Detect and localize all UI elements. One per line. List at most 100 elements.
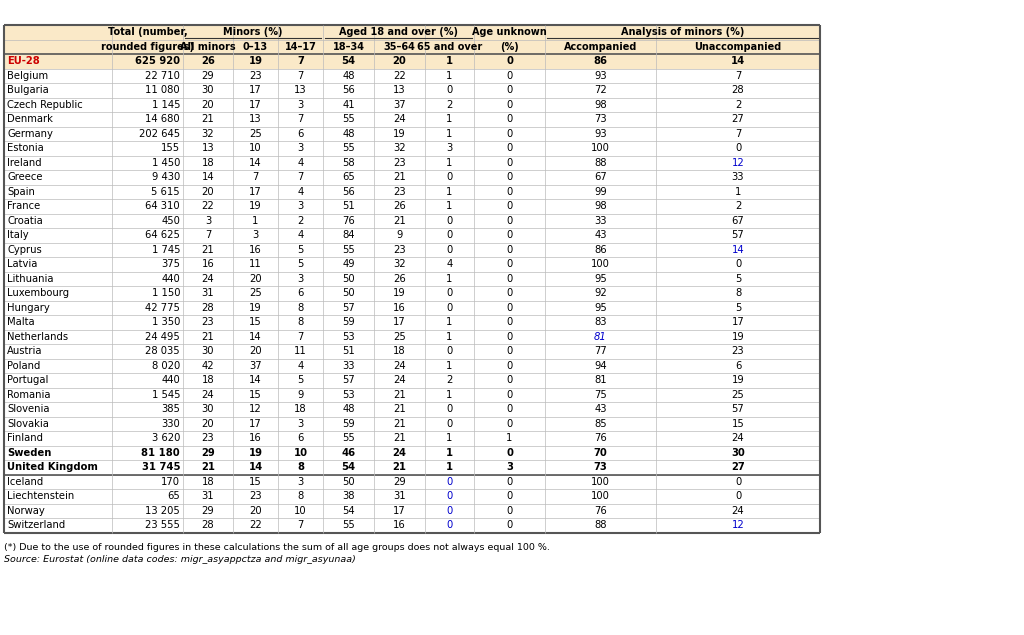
Text: 13: 13 <box>294 85 307 95</box>
Text: 23: 23 <box>202 433 214 443</box>
Text: 10: 10 <box>294 505 307 516</box>
Bar <box>4 417 820 431</box>
Bar <box>4 243 820 257</box>
Text: 1: 1 <box>446 361 453 371</box>
Text: 4: 4 <box>297 157 304 168</box>
Text: 100: 100 <box>591 477 610 487</box>
Text: Norway: Norway <box>7 505 45 516</box>
Text: Switzerland: Switzerland <box>7 520 66 530</box>
Text: Unaccompanied: Unaccompanied <box>694 42 781 51</box>
Text: 17: 17 <box>393 505 406 516</box>
Text: Analysis of minors (%): Analysis of minors (%) <box>621 27 744 37</box>
Text: 0: 0 <box>507 346 513 356</box>
Text: 33: 33 <box>342 361 354 371</box>
Text: 19: 19 <box>731 375 744 385</box>
Text: 0: 0 <box>446 505 453 516</box>
Text: 24: 24 <box>202 390 214 400</box>
Text: 93: 93 <box>594 129 607 139</box>
Text: 5 615: 5 615 <box>152 187 180 197</box>
Text: 0: 0 <box>507 216 513 226</box>
Text: 76: 76 <box>342 216 355 226</box>
Text: 0: 0 <box>446 491 453 501</box>
Bar <box>4 300 820 315</box>
Text: 14: 14 <box>249 331 262 342</box>
Text: 31: 31 <box>393 491 406 501</box>
Text: 23: 23 <box>732 346 744 356</box>
Text: 35–64: 35–64 <box>384 42 416 51</box>
Text: 0: 0 <box>507 505 513 516</box>
Text: 0: 0 <box>446 216 453 226</box>
Text: 0: 0 <box>507 100 513 110</box>
Text: 170: 170 <box>161 477 180 487</box>
Text: 0: 0 <box>507 129 513 139</box>
Text: 4: 4 <box>297 231 304 240</box>
Text: Finland: Finland <box>7 433 43 443</box>
Text: 0: 0 <box>446 244 453 255</box>
Text: 18: 18 <box>202 157 214 168</box>
Text: 0: 0 <box>507 477 513 487</box>
Text: 49: 49 <box>342 259 354 269</box>
Bar <box>4 330 820 344</box>
Text: 202 645: 202 645 <box>139 129 180 139</box>
Text: 6: 6 <box>297 433 304 443</box>
Bar <box>4 315 820 330</box>
Text: 3: 3 <box>297 201 304 211</box>
Text: 21: 21 <box>202 331 214 342</box>
Bar <box>4 272 820 286</box>
Text: 98: 98 <box>594 100 607 110</box>
Text: 48: 48 <box>342 70 354 81</box>
Text: 53: 53 <box>342 331 354 342</box>
Bar <box>4 359 820 373</box>
Text: Cyprus: Cyprus <box>7 244 42 255</box>
Bar <box>4 112 820 126</box>
Text: 0: 0 <box>507 520 513 530</box>
Text: 24: 24 <box>393 114 406 124</box>
Text: 57: 57 <box>342 303 355 313</box>
Text: Luxembourg: Luxembourg <box>7 288 70 298</box>
Text: 14: 14 <box>202 172 214 182</box>
Text: 24: 24 <box>393 375 406 385</box>
Text: 31: 31 <box>202 288 214 298</box>
Text: 8: 8 <box>735 288 741 298</box>
Text: 3: 3 <box>297 477 304 487</box>
Text: Portugal: Portugal <box>7 375 48 385</box>
Text: 385: 385 <box>161 404 180 414</box>
Text: 0: 0 <box>507 231 513 240</box>
Text: Malta: Malta <box>7 318 35 327</box>
Text: 23: 23 <box>249 491 262 501</box>
Text: 625 920: 625 920 <box>135 57 180 66</box>
Text: 1: 1 <box>735 187 741 197</box>
Text: 51: 51 <box>342 346 355 356</box>
Text: 46: 46 <box>341 448 355 458</box>
Text: 7: 7 <box>252 172 259 182</box>
Text: 0: 0 <box>507 201 513 211</box>
Text: 0: 0 <box>507 244 513 255</box>
Text: 17: 17 <box>249 418 262 429</box>
Text: 22: 22 <box>393 70 406 81</box>
Text: 18–34: 18–34 <box>333 42 365 51</box>
Text: 54: 54 <box>341 462 355 472</box>
Text: 0: 0 <box>507 187 513 197</box>
Text: 0: 0 <box>735 477 741 487</box>
Text: 14: 14 <box>731 57 745 66</box>
Bar <box>4 373 820 387</box>
Bar <box>4 126 820 141</box>
Text: (*) Due to the use of rounded figures in these calculations the sum of all age g: (*) Due to the use of rounded figures in… <box>4 542 550 552</box>
Text: 0: 0 <box>507 157 513 168</box>
Text: 0: 0 <box>446 418 453 429</box>
Text: Iceland: Iceland <box>7 477 43 487</box>
Text: 85: 85 <box>594 418 607 429</box>
Text: 0–13: 0–13 <box>243 42 268 51</box>
Text: 99: 99 <box>594 187 607 197</box>
Text: 3: 3 <box>297 274 304 284</box>
Text: 18: 18 <box>393 346 406 356</box>
Bar <box>4 504 820 518</box>
Text: 33: 33 <box>594 216 607 226</box>
Bar <box>4 25 820 39</box>
Text: Slovakia: Slovakia <box>7 418 49 429</box>
Text: 50: 50 <box>342 477 354 487</box>
Text: 1 545: 1 545 <box>152 390 180 400</box>
Text: 24 495: 24 495 <box>145 331 180 342</box>
Text: 7: 7 <box>297 172 304 182</box>
Text: 57: 57 <box>342 375 355 385</box>
